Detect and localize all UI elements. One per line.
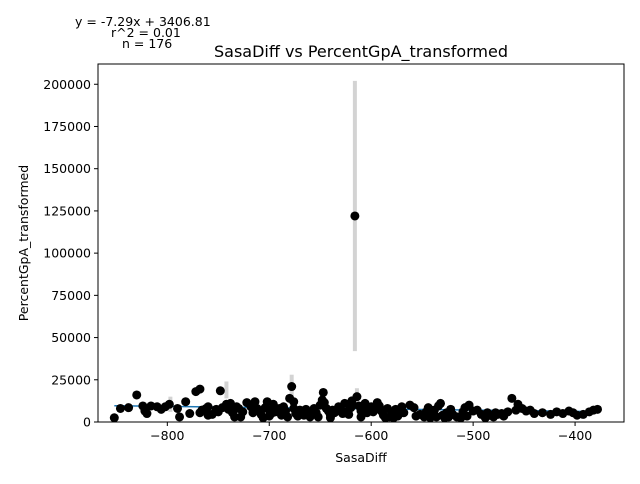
y-tick-label: 50000 [51,330,91,345]
data-point [250,397,260,407]
data-point [181,397,191,407]
data-point [325,413,335,423]
data-point [132,390,142,400]
data-point [318,387,328,397]
data-point [436,398,446,408]
y-tick-label: 150000 [43,161,91,176]
data-point [238,407,248,417]
data-point [592,404,602,414]
data-point [173,403,183,413]
plot-area [109,80,602,423]
x-tick-label: −800 [150,428,184,443]
data-point [289,397,299,407]
data-point [507,393,517,403]
data-point [344,409,354,419]
y-tick-label: 175000 [43,119,91,134]
data-point [356,412,366,422]
data-point [203,410,213,420]
data-point [109,413,119,423]
y-tick-label: 200000 [43,77,91,92]
data-point [185,409,195,419]
stats-equation: y = -7.29x + 3406.81 [75,14,211,29]
data-point [203,402,213,412]
y-tick-label: 100000 [43,246,91,261]
x-tick-label: −400 [558,428,592,443]
y-tick-label: 75000 [51,288,91,303]
data-point [409,403,419,413]
data-point [215,386,225,396]
data-point [195,384,205,394]
stats-n: n = 176 [122,36,172,51]
x-tick-label: −600 [354,428,388,443]
x-tick-label: −500 [456,428,490,443]
data-point [115,403,125,413]
data-point [503,407,513,417]
data-point [537,408,547,418]
data-point [352,392,362,402]
y-axis-label: PercentGpA_transformed [16,165,31,321]
data-point [164,399,174,409]
axes-frame [97,63,625,423]
y-axis: 0 25000 50000 75000 100000 125000 150000 175000… [43,77,98,430]
data-point [287,382,297,392]
x-axis-label: SasaDiff [335,450,387,465]
y-tick-label: 0 [83,415,91,430]
data-point [175,412,185,422]
data-point [350,211,360,221]
chart-title: SasaDiff vs PercentGpA_transformed [214,42,508,62]
data-point [399,408,409,418]
data-point [313,412,323,422]
data-point [283,412,293,422]
y-tick-label: 25000 [51,372,91,387]
x-tick-label: −700 [252,428,286,443]
data-point [462,411,472,421]
data-point [264,411,274,421]
x-axis: −800 −700 −600 −500 −400 [150,422,592,443]
data-point [124,403,134,413]
data-point [142,409,152,419]
y-tick-label: 125000 [43,203,91,218]
data-point [529,409,539,419]
stats-r-squared: r^2 = 0.01 [111,25,181,40]
